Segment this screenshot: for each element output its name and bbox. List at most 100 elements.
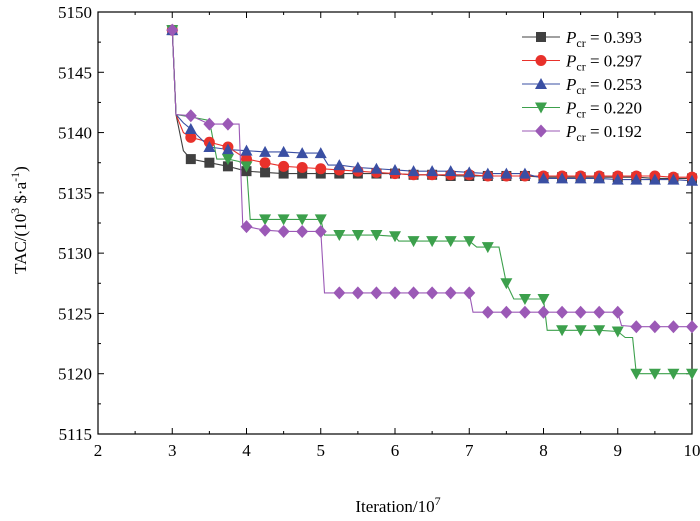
series-4-point (556, 305, 569, 319)
x-tick-label: 9 (614, 441, 623, 460)
series-1-point (315, 163, 327, 175)
series-4-point (481, 305, 494, 319)
series-0-point (278, 168, 289, 179)
series-4-point (611, 305, 624, 319)
series-4-point (259, 223, 272, 237)
series-2-point (203, 141, 216, 153)
y-axis-title-sup1: 3 (8, 208, 22, 214)
series-3-point (481, 242, 494, 254)
legend-label-0: Pcr = 0.393 (565, 28, 642, 50)
series-2-point (333, 159, 346, 171)
series-0-point (297, 168, 308, 179)
y-axis-title: TAC/(103 $·a-1) (8, 166, 30, 274)
series-4-point (221, 117, 234, 131)
series-3-point (611, 326, 624, 338)
y-tick-label: 5125 (58, 304, 92, 323)
legend-label-2: Pcr = 0.253 (565, 75, 642, 97)
x-tick-label: 3 (168, 441, 177, 460)
series-2-point (221, 143, 234, 155)
series-3-point (221, 154, 234, 166)
series-2-point (611, 173, 624, 185)
series-2-point (463, 166, 476, 178)
series-3-point (240, 161, 253, 173)
series-4-point (574, 305, 587, 319)
legend-marker-3 (535, 102, 547, 114)
series-2-point (296, 147, 309, 159)
series-3-point (296, 214, 309, 226)
x-tick-label: 5 (317, 441, 326, 460)
series-4-point (166, 23, 179, 37)
series-0-point (185, 154, 196, 165)
y-tick-label: 5140 (58, 124, 92, 143)
axes (97, 11, 693, 435)
series-4-point (296, 224, 309, 238)
series-2-point (184, 122, 197, 134)
series-4-point (370, 286, 383, 300)
series-4-point (444, 286, 457, 300)
legend-label-4: Pcr = 0.192 (565, 122, 642, 144)
y-tick-label: 5115 (59, 425, 92, 444)
y-axis-title-sup2: -1 (8, 172, 22, 182)
legend-marker-1 (535, 55, 547, 66)
series-3-point (389, 231, 401, 243)
series-4-point (518, 305, 531, 319)
series-2-point (259, 145, 272, 157)
series-3-point (333, 230, 346, 242)
x-tick-label: 8 (539, 441, 548, 460)
series-2-point (481, 167, 494, 179)
series-3-point (574, 325, 587, 337)
series-4-point (240, 220, 253, 234)
series-4-point (314, 224, 327, 238)
series-3-point (444, 236, 457, 248)
x-tick-label: 2 (94, 441, 103, 460)
series-3-point (667, 368, 680, 380)
series-3-point (593, 325, 606, 337)
y-tick-label: 5135 (58, 184, 92, 203)
series-4-point (277, 224, 290, 238)
series-4-point (537, 305, 550, 319)
series-2-point (407, 165, 420, 177)
x-tick-label: 6 (391, 441, 400, 460)
series-2-point (314, 147, 327, 159)
series-3-point (686, 368, 698, 380)
series-2-point (556, 172, 569, 184)
series-2-point (686, 174, 698, 186)
series-1-point (185, 131, 197, 143)
series-3-point (370, 230, 383, 242)
x-tick-label: 7 (465, 441, 474, 460)
series-4-point (667, 320, 680, 334)
series-3-point (556, 325, 569, 337)
x-axis-title: Iteration/107 (355, 494, 440, 516)
series-2-point (667, 173, 680, 185)
series-0-point (260, 167, 271, 178)
series-4-point (351, 286, 364, 300)
series-4-point (389, 286, 401, 300)
series-4-point (686, 320, 698, 334)
series-1-point (259, 157, 271, 169)
y-tick-label: 5145 (58, 63, 92, 82)
series-3-point (277, 214, 290, 226)
series-2-point (277, 145, 290, 157)
legend-label-1: Pcr = 0.297 (565, 52, 643, 74)
y-tick-label: 5120 (58, 365, 92, 384)
series-2-point (537, 172, 550, 184)
series-4-point (426, 286, 439, 300)
series-2-point (518, 167, 531, 179)
series-2-point (370, 162, 383, 174)
legend-marker-4 (535, 124, 547, 138)
x-tick-label: 10 (684, 441, 700, 460)
x-tick-label: 4 (242, 441, 251, 460)
legend-marker-0 (536, 32, 546, 42)
series-2-point (351, 161, 364, 173)
series-1-point (296, 162, 308, 174)
x-axis-title-sup: 7 (435, 494, 441, 508)
y-tick-label: 5150 (58, 3, 92, 22)
series-4-point (184, 109, 197, 123)
series-4-point (630, 320, 643, 334)
series-2-point (648, 173, 661, 185)
series-3-point (426, 236, 439, 248)
series-4-point (593, 305, 606, 319)
series-2-point (240, 144, 253, 156)
